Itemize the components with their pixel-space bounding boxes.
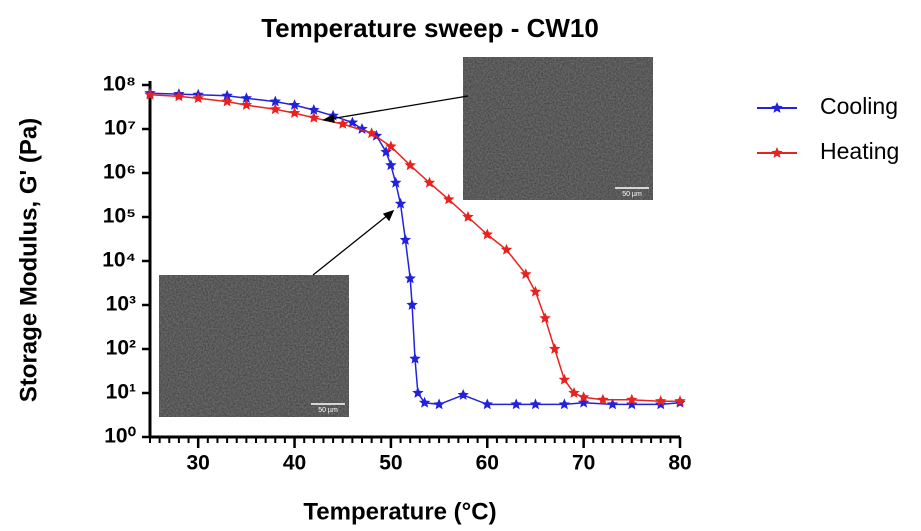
scale-label: 50 µm [622, 191, 642, 198]
point-marker [404, 272, 416, 284]
point-marker [529, 398, 542, 410]
y-tick-label: 10⁵ [103, 205, 136, 228]
point-marker [481, 228, 493, 240]
legend-label: Heating [820, 138, 899, 164]
point-marker [346, 116, 359, 128]
point-marker [577, 396, 590, 408]
x-tick-label: 80 [668, 452, 691, 475]
point-marker [269, 103, 281, 115]
point-marker [380, 146, 392, 157]
point-marker [221, 89, 233, 101]
point-marker [626, 398, 638, 410]
point-marker [500, 243, 513, 255]
legend-label: Cooling [820, 93, 898, 119]
y-tick-label: 10¹ [106, 381, 136, 404]
y-axis-label: Storage Modulus, G' (Pa) [15, 118, 42, 402]
scale-label: 50 µm [318, 407, 338, 414]
point-marker [308, 111, 320, 123]
y-tick-label: 10⁴ [102, 249, 136, 272]
point-marker [418, 396, 431, 408]
point-marker [404, 159, 416, 171]
point-marker [457, 389, 469, 400]
arrow [329, 95, 469, 120]
series-line [149, 94, 680, 402]
arrow-head [322, 113, 335, 123]
point-marker [365, 127, 378, 139]
point-marker [409, 352, 421, 364]
point-marker [539, 312, 551, 324]
y-tick-label: 10⁶ [103, 161, 136, 184]
point-marker [626, 393, 638, 405]
point-marker [520, 268, 532, 280]
micrograph-texture [159, 275, 349, 417]
inset-lower: 50 µm [159, 275, 349, 417]
point-marker [269, 95, 281, 107]
x-tick-label: 70 [572, 452, 595, 475]
point-marker [674, 395, 686, 407]
x-tick-label: 30 [187, 452, 210, 475]
point-marker [221, 95, 233, 107]
inset-upper: 50 µm [463, 57, 653, 200]
micrograph-texture [463, 57, 653, 200]
point-marker [240, 92, 253, 104]
point-marker [144, 88, 156, 100]
legend-marker [771, 102, 783, 113]
legend-marker [771, 147, 783, 158]
y-tick-label: 10⁷ [104, 117, 136, 140]
point-marker [606, 398, 619, 410]
point-marker [597, 393, 609, 405]
arrows [312, 95, 469, 276]
point-marker [529, 285, 542, 297]
point-marker [558, 398, 571, 410]
point-marker [443, 193, 455, 205]
point-marker [337, 118, 349, 129]
point-marker [385, 140, 397, 152]
x-tick-label: 50 [379, 452, 402, 475]
point-marker [390, 176, 402, 188]
chart-title: Temperature sweep - CW10 [261, 13, 599, 43]
point-marker [399, 234, 412, 245]
point-marker [433, 398, 445, 410]
arrow [312, 214, 389, 276]
point-marker [558, 373, 571, 385]
y-tick-label: 10⁸ [103, 73, 136, 96]
point-marker [481, 398, 493, 410]
point-marker [412, 387, 424, 398]
x-tick-label: 40 [283, 452, 306, 475]
point-marker [423, 176, 436, 188]
arrow-head [382, 209, 395, 222]
y-tick-label: 10⁰ [104, 425, 136, 448]
point-marker [462, 211, 474, 222]
point-marker [288, 99, 301, 110]
point-marker [240, 99, 253, 110]
point-marker [308, 104, 320, 115]
point-marker [394, 197, 407, 209]
point-marker [510, 398, 522, 410]
point-marker [385, 159, 397, 171]
y-tick-label: 10³ [106, 293, 136, 316]
point-marker [655, 395, 667, 407]
point-marker [173, 90, 185, 102]
point-marker [370, 129, 383, 141]
y-tick-label: 10² [106, 337, 136, 360]
point-marker [406, 299, 418, 310]
plot-area: 10⁰ 10¹ 10² 10³ 10⁴ 10⁵ 10⁶ 10⁷ 10⁸ 30 40 50 60 70 80 [102, 73, 691, 475]
point-marker [549, 343, 561, 354]
point-marker [577, 391, 590, 403]
point-marker [192, 92, 204, 104]
point-marker [288, 107, 301, 118]
x-axis-label: Temperature (°C) [303, 498, 496, 525]
x-tick-label: 60 [476, 452, 499, 475]
point-marker [568, 387, 580, 398]
